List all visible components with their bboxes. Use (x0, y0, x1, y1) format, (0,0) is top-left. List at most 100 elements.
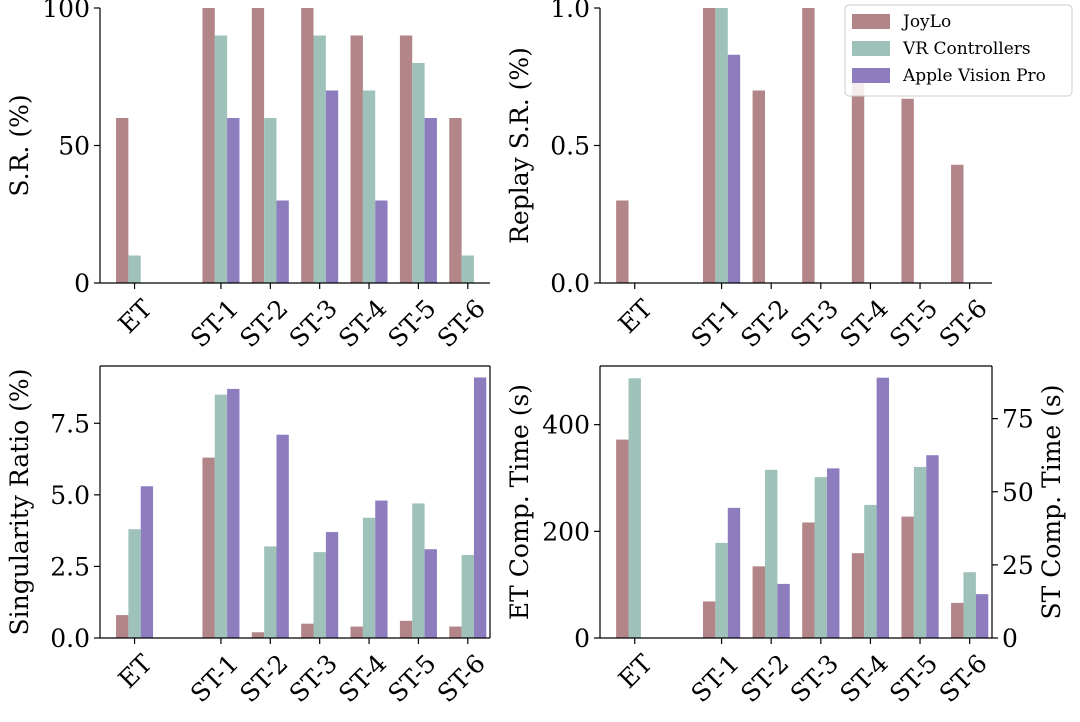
y-tick-label: 1.0 (550, 0, 590, 23)
bar-joylo-st-4 (350, 35, 363, 283)
bar-joylo-st-2 (251, 632, 265, 638)
bar-joylo-st-5 (399, 35, 413, 283)
bar-apple-vision-pro-st-4 (876, 377, 890, 638)
legend-swatch-joylo (852, 14, 890, 29)
x-tick-label: ST-3 (785, 649, 844, 708)
x-tick-label: ST-4 (333, 294, 392, 353)
bar-vr-controllers-st-4 (362, 90, 376, 283)
bar-vr-controllers-st-3 (313, 35, 326, 283)
bar-joylo-st-3 (802, 522, 815, 638)
x-tick-label: ST-6 (432, 294, 491, 353)
bar-apple-vision-pro-st-5 (424, 549, 437, 638)
y-tick-label-right: 0 (1002, 624, 1018, 653)
x-tick-label: ST-2 (234, 649, 293, 708)
bar-apple-vision-pro-st-1 (727, 54, 741, 283)
bar-joylo-et (616, 200, 629, 283)
y-tick-label: 0.0 (50, 624, 90, 653)
y-tick-label-right: 75 (1002, 405, 1034, 434)
x-tick-label: ST-5 (382, 649, 441, 708)
bar-vr-controllers-et (128, 255, 141, 283)
bar-vr-controllers-st-6 (461, 554, 474, 638)
bar-vr-controllers-et (128, 529, 141, 638)
y-tick-label: 0 (574, 624, 590, 653)
bar-vr-controllers-st-1 (715, 8, 728, 283)
bar-joylo-et (116, 118, 129, 283)
x-tick-label: ST-4 (333, 649, 392, 708)
bar-apple-vision-pro-st-1 (227, 118, 240, 283)
bar-joylo-st-6 (449, 118, 462, 283)
bar-joylo-st-3 (802, 8, 815, 283)
bar-apple-vision-pro-st-3 (827, 468, 840, 638)
bar-joylo-st-4 (851, 553, 865, 638)
bar-joylo-st-3 (301, 623, 314, 638)
y-tick-label: 0 (74, 269, 90, 298)
x-tick-label: ST-1 (685, 294, 744, 353)
y-tick-label-right: 50 (1002, 478, 1034, 507)
bar-joylo-st-1 (202, 8, 215, 283)
y-axis-label: ET Comp. Time (s) (505, 384, 534, 620)
bar-vr-controllers-st-3 (313, 552, 326, 638)
bar-apple-vision-pro-st-4 (375, 200, 388, 283)
bar-apple-vision-pro-st-6 (473, 377, 487, 638)
bar-vr-controllers-st-4 (864, 504, 877, 638)
x-tick-label: ST-6 (934, 294, 993, 353)
chart-panel-1: 0 50 100 S.R. (%) ET ST-1ST-2ST-3ST-4ST-5ST-6 (5, 0, 491, 353)
legend-frame (844, 4, 1073, 97)
legend-label-avp: Apple Vision Pro (902, 66, 1046, 86)
bar-vr-controllers-st-5 (412, 503, 425, 638)
x-tick-label: ST-6 (432, 649, 491, 708)
x-tick-label: ST-3 (284, 294, 343, 353)
bar-apple-vision-pro-st-2 (276, 434, 289, 638)
bar-joylo-st-5 (399, 620, 413, 638)
x-tick-label: ST-3 (284, 649, 343, 708)
x-tick-label: ST-5 (884, 294, 943, 353)
bar-joylo-st-5 (901, 516, 914, 638)
y-tick-label: 400 (542, 411, 590, 440)
x-tick-label: ST-3 (785, 294, 844, 353)
bar-apple-vision-pro-st-6 (975, 594, 989, 638)
legend-swatch-vr (852, 41, 890, 56)
bar-apple-vision-pro-st-4 (375, 500, 388, 638)
legend: JoyLo VR Controllers Apple Vision Pro (844, 4, 1073, 97)
bar-vr-controllers-st-6 (963, 572, 976, 638)
x-tick-label: ET (613, 294, 658, 339)
x-tick-label: ST-1 (185, 294, 244, 353)
bar-joylo-st-4 (851, 68, 865, 283)
bar-vr-controllers-st-6 (461, 255, 474, 283)
bar-joylo-st-2 (251, 8, 265, 283)
bar-vr-controllers-et (628, 378, 641, 638)
x-tick-label: ST-1 (185, 649, 244, 708)
y-tick-label: 50 (58, 132, 90, 161)
bar-vr-controllers-st-3 (814, 477, 828, 638)
bar-joylo-et (116, 615, 129, 638)
x-tick-label: ST-1 (685, 649, 744, 708)
bar-apple-vision-pro-et (140, 486, 154, 638)
x-tick-label: ST-4 (834, 649, 893, 708)
x-tick-label: ST-6 (934, 649, 993, 708)
bar-apple-vision-pro-st-3 (325, 532, 339, 638)
y-tick-label: 200 (542, 517, 590, 546)
bar-joylo-st-1 (202, 457, 215, 638)
bar-apple-vision-pro-st-5 (926, 455, 939, 638)
bar-apple-vision-pro-st-1 (227, 388, 240, 638)
y-axis-label: S.R. (%) (5, 94, 34, 196)
bar-vr-controllers-st-1 (715, 542, 728, 638)
bar-joylo-st-2 (752, 566, 765, 638)
x-tick-label: ST-4 (834, 294, 893, 353)
y-axis-label: Replay S.R. (%) (505, 47, 534, 244)
y-tick-label: 5.0 (50, 481, 90, 510)
x-tick-label: ST-5 (884, 649, 943, 708)
bar-apple-vision-pro-st-2 (777, 583, 790, 638)
x-tick-label: ET (113, 294, 158, 339)
bar-vr-controllers-st-5 (913, 466, 927, 638)
bar-joylo-st-6 (951, 164, 964, 283)
y-tick-label: 0.5 (550, 132, 590, 161)
y-tick-label: 100 (42, 0, 90, 23)
bar-apple-vision-pro-st-5 (424, 118, 437, 283)
y-axis-label-right: ST Comp. Time (s) (1037, 385, 1066, 620)
bar-vr-controllers-st-2 (764, 469, 778, 638)
y-tick-label-right: 25 (1002, 551, 1034, 580)
bar-joylo-st-4 (350, 626, 363, 638)
